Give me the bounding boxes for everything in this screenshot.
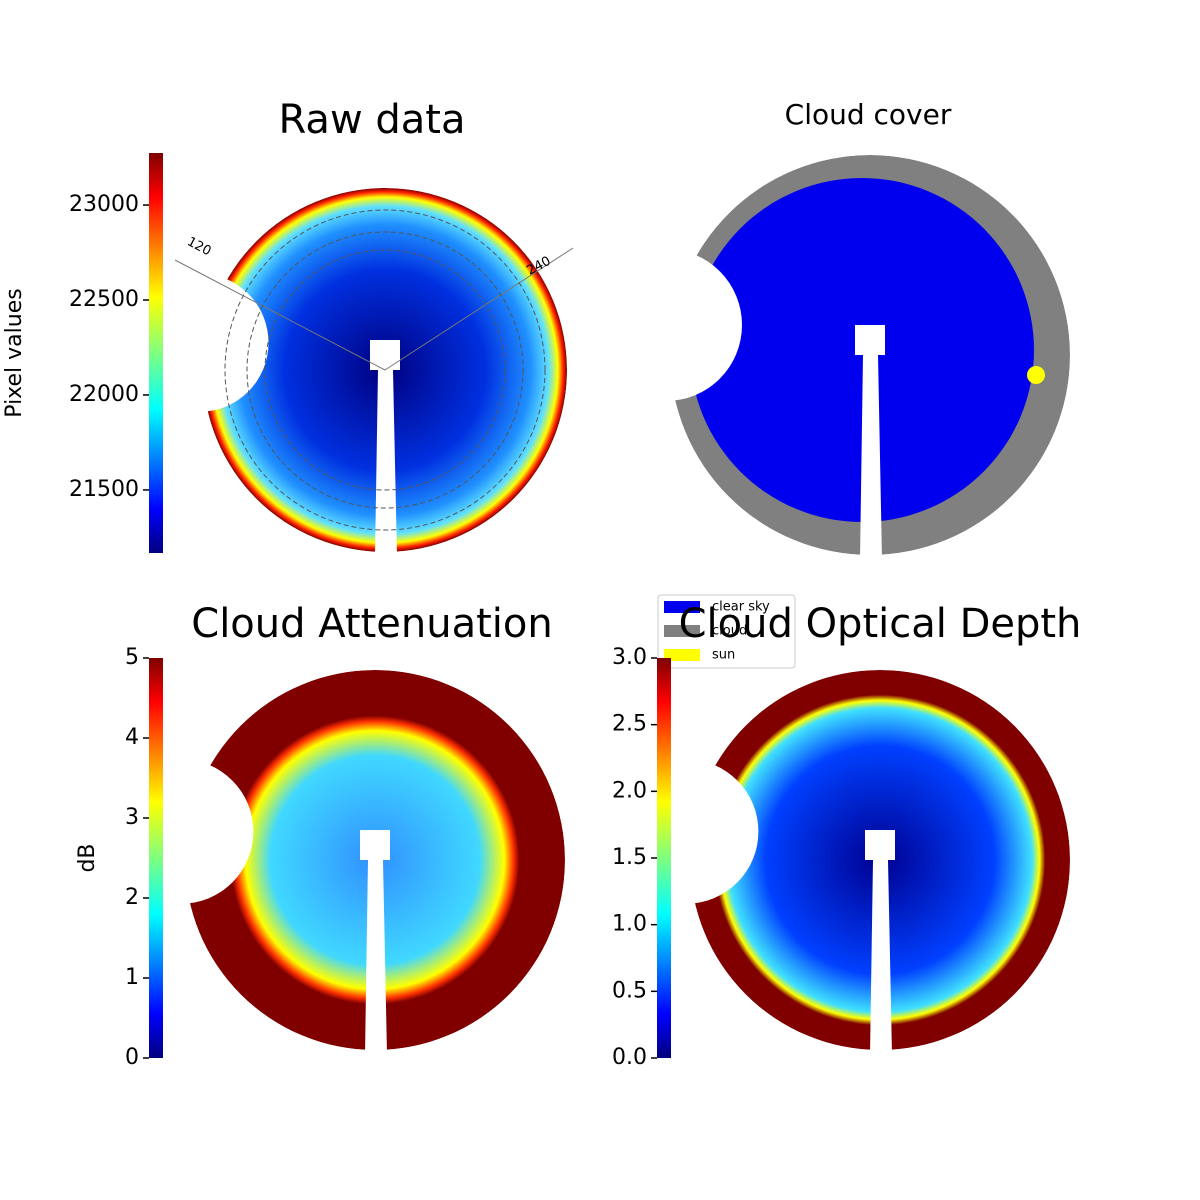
colorbar-label: Pixel values	[2, 288, 27, 417]
legend-swatch	[664, 625, 700, 637]
colorbar-tick-label: 0	[125, 1045, 139, 1070]
legend-swatch	[664, 601, 700, 613]
colorbar-tick-label: 0.5	[612, 978, 647, 1003]
sky-image	[185, 670, 565, 1050]
sky-image	[690, 670, 1070, 1050]
panel-title: Cloud cover	[785, 98, 952, 131]
colorbar-tick-label: 2.0	[612, 778, 647, 803]
colorbar-tick-label: 3.0	[612, 645, 647, 670]
colorbar-tick-label: 23000	[69, 192, 139, 217]
colorbar	[657, 658, 671, 1058]
polar-line	[384, 247, 574, 371]
colorbar-tick-label: 0.0	[612, 1045, 647, 1070]
colorbar-tick-label: 1.0	[612, 912, 647, 937]
colorbar-tick-label: 22500	[69, 287, 139, 312]
polar-label: 120	[184, 234, 213, 259]
colorbar-tick-label: 2.5	[612, 712, 647, 737]
colorbar-tick-label: 1.5	[612, 845, 647, 870]
polar-ring	[224, 209, 546, 531]
colorbar	[149, 153, 163, 553]
colorbar-tick-label: 22000	[69, 382, 139, 407]
legend-label: clear sky	[712, 600, 770, 615]
polar-ring	[264, 249, 506, 491]
colorbar	[149, 658, 163, 1058]
panel-title: Cloud Attenuation	[191, 601, 552, 647]
colorbar-tick-label: 2	[125, 885, 139, 910]
legend-label: sun	[712, 648, 735, 663]
sky-image	[670, 155, 1070, 555]
panel-title: Cloud Optical Depth	[679, 601, 1082, 647]
colorbar-tick-label: 4	[125, 725, 139, 750]
panel-title: Raw data	[279, 97, 466, 143]
colorbar-tick-label: 21500	[69, 477, 139, 502]
colorbar-label: dB	[75, 843, 100, 872]
legend-swatch	[664, 649, 700, 661]
legend-label: cloud	[712, 624, 747, 639]
polar-line	[174, 259, 386, 371]
polar-ring	[246, 231, 524, 509]
colorbar-tick-label: 3	[125, 805, 139, 830]
colorbar-tick-label: 5	[125, 645, 139, 670]
colorbar-tick-label: 1	[125, 965, 139, 990]
